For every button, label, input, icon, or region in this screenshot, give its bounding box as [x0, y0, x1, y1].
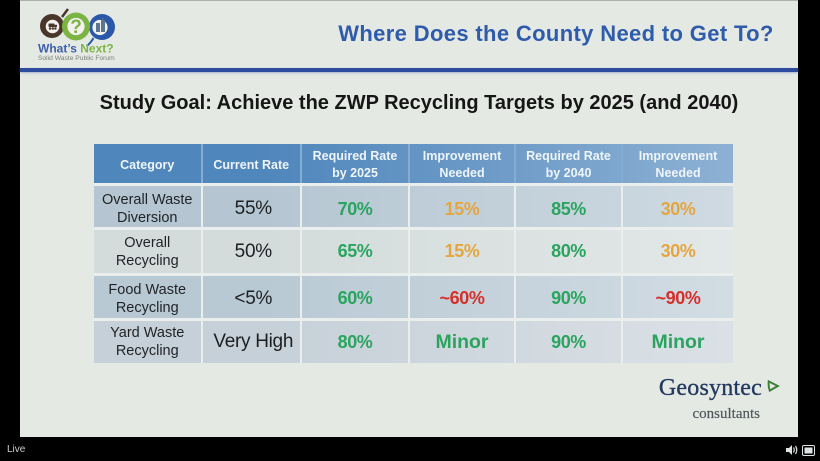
svg-text:What’s Next?: What’s Next?: [38, 42, 114, 56]
svg-text:Solid Waste Public Forum: Solid Waste Public Forum: [38, 55, 115, 62]
svg-text:?: ?: [70, 17, 82, 38]
